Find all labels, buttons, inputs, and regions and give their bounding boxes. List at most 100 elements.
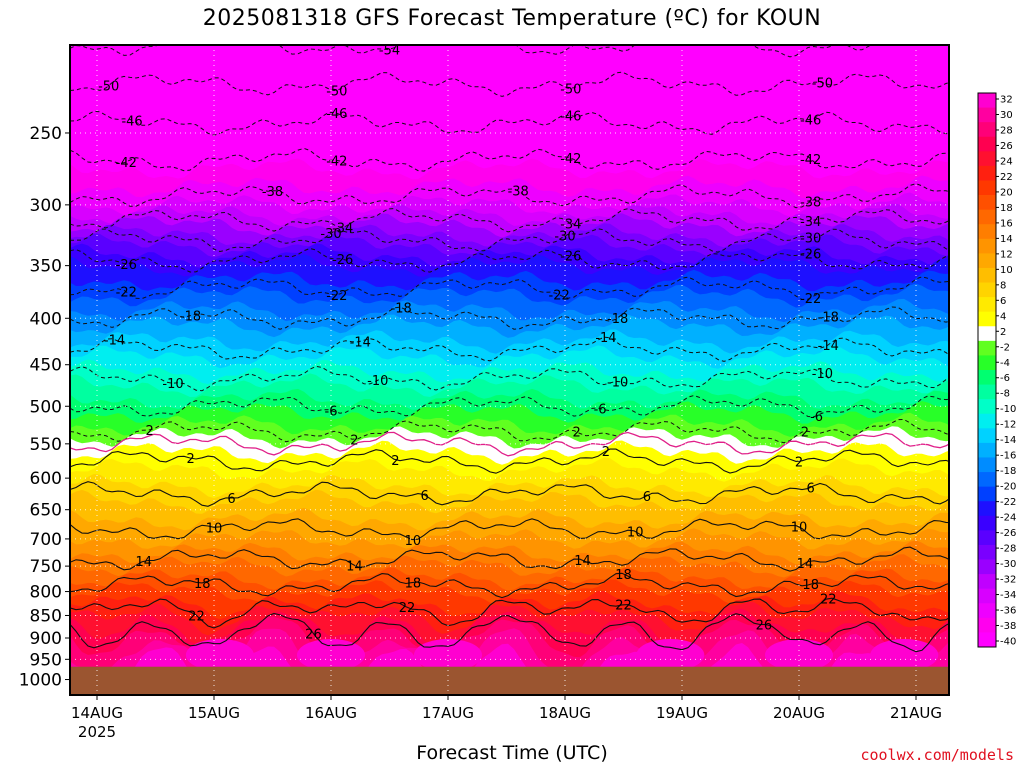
contour-label: -6: [810, 410, 823, 425]
colorbar-label: 28: [1000, 125, 1013, 136]
colorbar-label: -40: [1000, 637, 1016, 648]
colorbar-label: 10: [1000, 265, 1013, 276]
colorbar-swatch: [978, 267, 996, 283]
y-tick-label: 350: [30, 257, 62, 277]
y-tick-label: 800: [30, 583, 62, 603]
isotherm-26: [70, 612, 949, 653]
colorbar-label: 18: [1000, 203, 1013, 214]
credit-link[interactable]: coolwx.com/models: [860, 746, 1014, 764]
contour-label: -22: [326, 289, 347, 304]
isotherm--18: [70, 306, 949, 330]
colorbar: 32 30 28 26 24 22 20 18 16 14 12 10 8 6 4 2 -2 -4 -6 -8 -10 -…: [977, 92, 1016, 648]
y-tick-label: 900: [30, 629, 62, 649]
temperature-fill: [70, 45, 949, 695]
colorbar-swatch: [978, 370, 996, 385]
colorbar-swatch: [978, 326, 996, 342]
colorbar-label: -36: [1000, 606, 1016, 617]
colorbar-label: -38: [1000, 621, 1016, 632]
contour-label: 22: [188, 609, 205, 624]
contour-label: -46: [121, 114, 142, 129]
isotherm--50: [70, 71, 949, 97]
ground: [70, 666, 949, 695]
contour-label: -42: [800, 153, 821, 168]
contour-label: -14: [104, 333, 125, 348]
contour-label: 2: [146, 424, 154, 439]
colorbar-label: 26: [1000, 141, 1013, 152]
contour-label: 14: [797, 557, 814, 572]
contour-label: 2: [391, 454, 399, 469]
colorbar-label: -10: [1000, 404, 1016, 415]
contour-label: 6: [643, 490, 651, 505]
y-tick-label: 300: [30, 196, 62, 216]
colorbar-label: -14: [1000, 435, 1016, 446]
y-axis: 250 300 350 400 450 500 550 600 650 700 750 800 850 9…: [19, 124, 70, 691]
y-tick-label: 750: [30, 557, 62, 577]
contour-label: 14: [136, 555, 153, 570]
colorbar-swatch: [978, 93, 996, 108]
isotherm-14: [70, 546, 949, 572]
contour-label: 2: [573, 426, 581, 441]
contour-label: -38: [800, 195, 821, 210]
y-tick-label: 950: [30, 650, 62, 670]
colorbar-swatch: [978, 238, 996, 254]
colorbar-swatch: [978, 209, 996, 225]
colorbar-label: -4: [1000, 358, 1010, 369]
colorbar-swatch: [978, 544, 996, 560]
contour-label: -38: [508, 185, 529, 200]
colorbar-swatch: [978, 355, 996, 371]
x-axis-title: Forecast Time (UTC): [416, 742, 608, 764]
x-tick-label: 15AUG: [188, 704, 240, 722]
contour-label: -46: [326, 107, 347, 122]
colorbar-swatch: [978, 428, 996, 444]
colorbar-swatch: [978, 472, 996, 488]
contour-label: -42: [560, 152, 581, 167]
contour-label: -50: [812, 77, 833, 92]
colorbar-swatch: [978, 107, 996, 123]
colorbar-label: -20: [1000, 482, 1016, 493]
colorbar-label: 4: [1000, 311, 1006, 322]
colorbar-label: -24: [1000, 513, 1016, 524]
colorbar-swatch: [978, 297, 996, 313]
contour-label: -26: [332, 253, 353, 268]
colorbar-label: 6: [1000, 296, 1006, 307]
colorbar-swatch: [978, 180, 996, 196]
contour-label: 26: [756, 618, 773, 633]
colorbar-swatch: [978, 559, 996, 575]
contour-label: -42: [116, 156, 137, 171]
colorbar-swatch: [978, 603, 996, 619]
y-tick-label: 600: [30, 469, 62, 489]
contour-label: -22: [800, 292, 821, 307]
contour-label: 22: [820, 592, 837, 607]
contour-label: 2: [350, 433, 358, 448]
colorbar-label: -34: [1000, 590, 1016, 601]
contour-label: 2: [801, 425, 809, 440]
contour-label: 10: [627, 525, 644, 540]
surface-maximum: [870, 639, 939, 671]
colorbar-swatch: [978, 282, 996, 298]
contour-label: -22: [549, 289, 570, 304]
isotherm-18: [70, 572, 949, 599]
colorbar-label: 22: [1000, 172, 1013, 183]
colorbar-label: 16: [1000, 218, 1013, 229]
contour-label: 2: [186, 452, 194, 467]
isotherm-22: [70, 597, 949, 629]
colorbar-label: -28: [1000, 544, 1016, 555]
isotherm-6: [70, 481, 949, 507]
colorbar-swatch: [978, 501, 996, 517]
colorbar-label: 24: [1000, 156, 1013, 167]
contour-label: -50: [98, 80, 119, 95]
colorbar-swatch: [978, 399, 996, 415]
contour-label: -26: [800, 247, 821, 262]
contour-label: 6: [807, 481, 815, 496]
colorbar-swatch: [978, 224, 996, 240]
contour-label: 18: [802, 578, 819, 593]
y-tick-label: 850: [30, 606, 62, 626]
colorbar-swatch: [978, 515, 996, 531]
colorbar-swatch: [978, 195, 996, 211]
colorbar-swatch: [978, 384, 996, 400]
contour-label: -46: [800, 114, 821, 129]
y-tick-label: 1000: [19, 671, 62, 691]
isotherm-10: [70, 518, 949, 541]
x-tick-label: 18AUG: [539, 704, 591, 722]
